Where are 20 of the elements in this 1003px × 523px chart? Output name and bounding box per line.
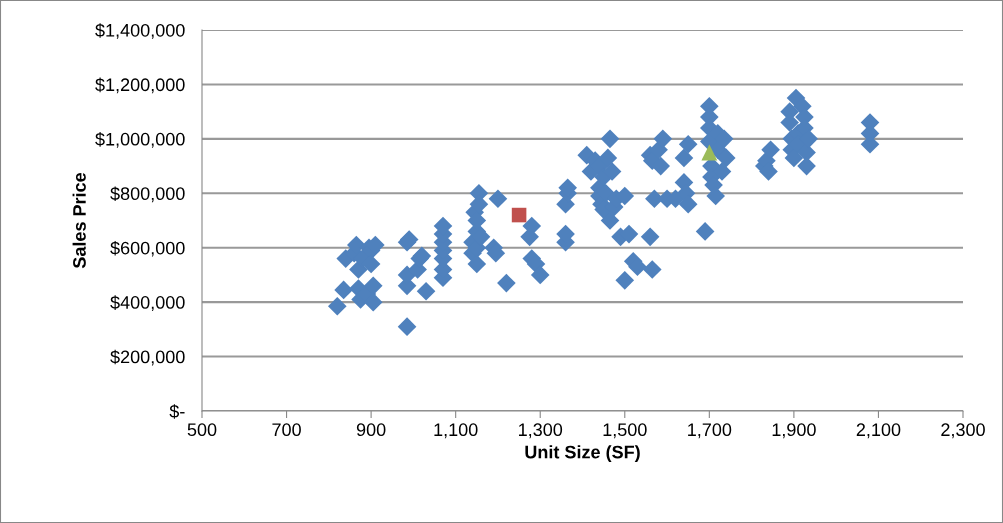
y-tick-label: $1,200,000 — [95, 77, 185, 94]
x-tick-label: 900 — [356, 423, 386, 437]
x-tick-label: 2,300 — [941, 423, 985, 439]
x-tick-label: 700 — [272, 423, 301, 437]
y-tick-label: $1,000,000 — [95, 132, 185, 148]
y-tick-label: $400,000 — [110, 295, 185, 311]
x-tick-label: 500 — [187, 423, 217, 437]
y-tick-label: $800,000 — [110, 186, 185, 203]
x-tick-label: 1,500 — [603, 423, 647, 439]
x-axis-title: Unit Size (SF) — [525, 445, 640, 463]
x-tick-label: 1,700 — [688, 423, 732, 439]
x-tick-label: 2,100 — [856, 423, 901, 439]
y-tick-label: $- — [169, 404, 185, 419]
x-tick-label: 1,900 — [772, 423, 816, 439]
x-tick-label: 1,100 — [434, 423, 478, 439]
y-tick-label: $600,000 — [110, 240, 185, 257]
y-tick-label: $200,000 — [110, 349, 185, 366]
x-tick-label: 1,300 — [519, 423, 563, 439]
y-tick-label: $1,400,000 — [95, 23, 185, 39]
y-axis-title: Sales Price — [72, 172, 86, 269]
